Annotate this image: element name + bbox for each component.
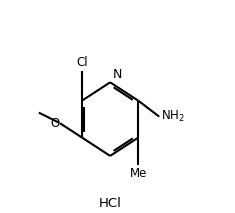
Text: N: N bbox=[113, 68, 122, 81]
Text: NH$_2$: NH$_2$ bbox=[161, 109, 185, 124]
Text: HCl: HCl bbox=[99, 197, 121, 210]
Text: O: O bbox=[51, 117, 60, 130]
Text: Me: Me bbox=[130, 167, 147, 180]
Text: Cl: Cl bbox=[76, 56, 88, 69]
